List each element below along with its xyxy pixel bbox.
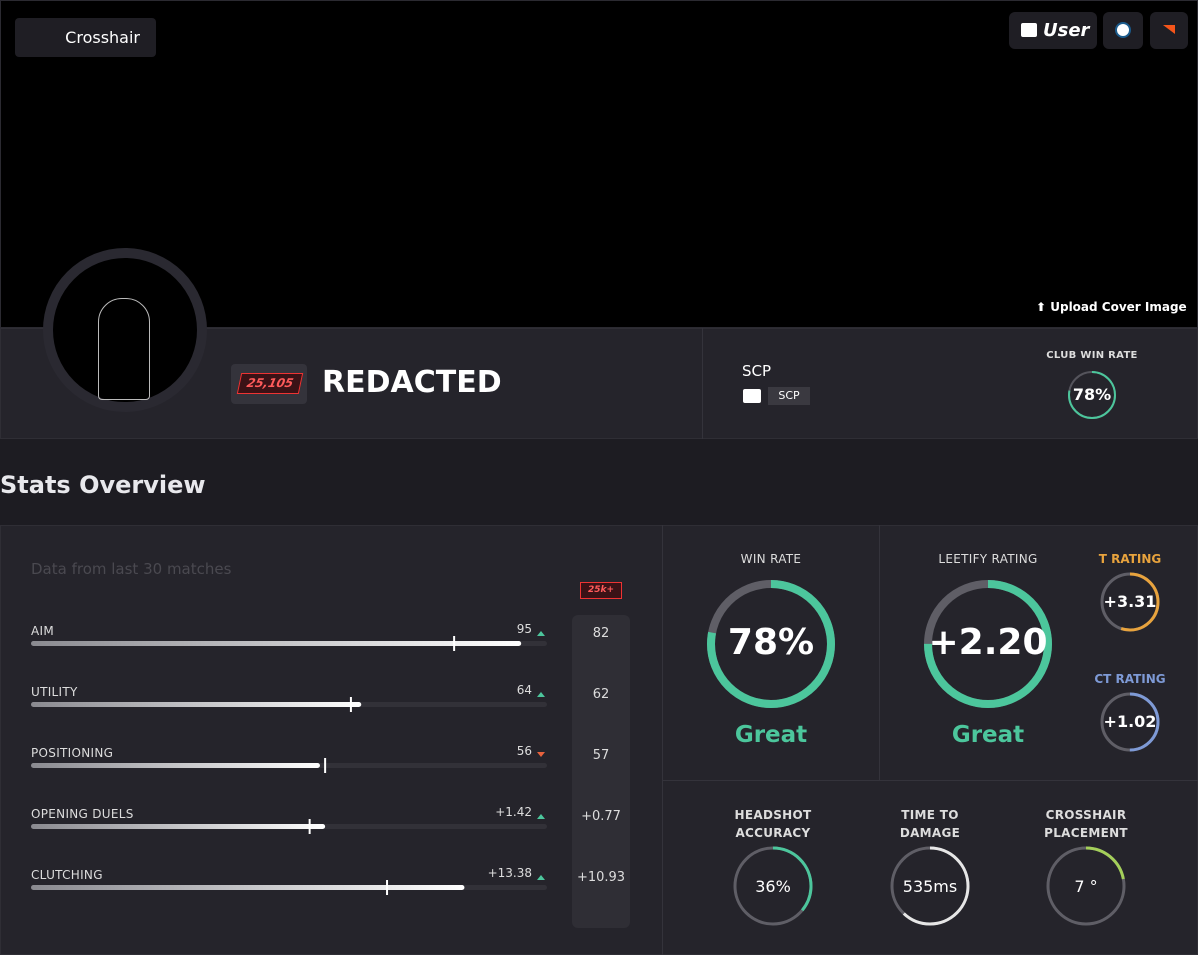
ring-arc (1100, 572, 1160, 632)
ring-arc (707, 580, 835, 708)
metric-value: +1.02 (1103, 712, 1157, 731)
bar (31, 763, 320, 768)
ring-arc (1068, 371, 1116, 419)
skill-value: +13.38 (487, 866, 532, 880)
benchmark-value: +0.77 (581, 809, 621, 824)
trend-arrow (537, 875, 545, 880)
leetify-logo (1021, 23, 1037, 37)
ring-arc (1046, 846, 1126, 926)
trend-arrow (537, 631, 545, 636)
benchmark-value: 62 (592, 687, 610, 702)
metric-label: WIN RATE (740, 552, 802, 566)
upload-icon: ⬆ (1036, 300, 1051, 314)
ring-arc (890, 846, 970, 926)
skill-value: 95 (516, 622, 532, 636)
bar (31, 824, 326, 829)
skill-label: POSITIONING (31, 746, 114, 760)
faceit-icon (1163, 25, 1175, 34)
divider (702, 328, 703, 439)
avatar-figure (98, 298, 150, 400)
faceit-button[interactable] (1150, 12, 1188, 49)
benchmark-badge: 25k+ (580, 582, 622, 599)
subtitle: Data from last 30 matches (31, 560, 232, 578)
skill-value: 56 (516, 744, 532, 758)
ring-arc (1100, 692, 1160, 752)
club-win-rate-label: CLUB WIN RATE (1046, 350, 1138, 361)
benchmark-value: +10.93 (576, 870, 626, 885)
benchmark-value: 57 (592, 748, 610, 763)
trend-arrow (537, 814, 545, 819)
metric-value: 535ms (902, 877, 958, 896)
metric-label: LEETIFY RATING (938, 552, 1038, 566)
trend-arrow (537, 752, 545, 757)
divider (662, 525, 663, 955)
divider (662, 780, 1198, 781)
metric-value: 78% (727, 622, 815, 663)
upload-cover[interactable]: ⬆ Upload Cover Image (1036, 300, 1187, 314)
club-win-rate: 78% (1072, 385, 1112, 404)
skill-label: OPENING DUELS (31, 807, 134, 821)
divider (879, 525, 880, 780)
ring-arc (924, 580, 1052, 708)
verdict: Great (734, 722, 808, 748)
player-name: REDACTED (322, 365, 502, 400)
steam-icon (1115, 22, 1131, 38)
benchmark-value: 82 (592, 626, 610, 641)
verdict: Great (951, 722, 1025, 748)
metric-value: 7 ° (1074, 877, 1098, 896)
club-name: SCP (742, 362, 772, 380)
skill-value: +1.42 (495, 805, 532, 819)
metric-value: 36% (755, 877, 791, 896)
premier-badge: 25,105 (231, 364, 307, 404)
avatar (43, 248, 207, 412)
skill-label: UTILITY (31, 685, 78, 699)
metric-value: +2.20 (928, 622, 1048, 663)
trend-arrow (537, 692, 545, 697)
steam-button[interactable] (1103, 12, 1143, 49)
bar (31, 702, 362, 707)
metric-label: HEADSHOT ACCURACY (734, 808, 812, 840)
skill-value: 64 (516, 683, 532, 697)
bar (31, 885, 465, 890)
leetify-logo (743, 389, 761, 403)
benchmark-column (572, 615, 630, 928)
ring-arc (733, 846, 813, 926)
section-title: Stats Overview (0, 471, 206, 499)
metric-label: CROSSHAIR PLACEMENT (1044, 808, 1128, 840)
metric-label: T RATING (1098, 552, 1162, 566)
skill-label: AIM (31, 624, 55, 638)
metric-value: +3.31 (1103, 592, 1157, 611)
crosshair-button[interactable]: Crosshair (15, 18, 156, 57)
user-button[interactable]: User (1009, 12, 1097, 49)
bar (31, 641, 522, 646)
upload-label: Upload Cover Image (1050, 300, 1187, 314)
cover (0, 0, 1198, 328)
skill-label: CLUTCHING (31, 868, 103, 882)
user-label: User (1043, 20, 1090, 41)
metric-label: CT RATING (1094, 672, 1166, 686)
metric-label: TIME TO DAMAGE (899, 808, 961, 840)
club-tag: SCP (768, 387, 810, 405)
